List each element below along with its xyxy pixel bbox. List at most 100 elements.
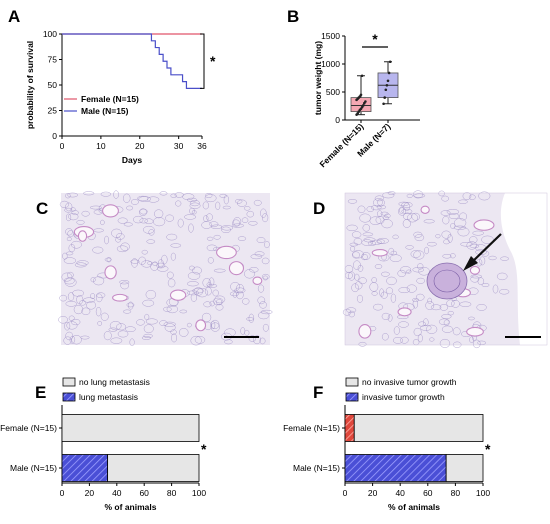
tissue-texture [415,293,425,301]
tissue-texture [95,306,102,317]
tissue-texture [208,277,215,287]
legend-label: Female (N=15) [81,94,139,104]
tissue-texture [164,323,176,332]
arrow-shaft [469,233,502,265]
tissue-texture [459,301,472,307]
tissue-texture [67,230,74,238]
micrograph-d [342,190,548,349]
bar-segment [61,414,200,442]
tissue-texture [191,210,197,215]
tissue-texture [81,210,90,217]
tissue-texture [166,271,174,279]
tissue-texture [398,321,409,328]
tissue-texture [442,253,452,259]
panel-label-a: A [8,7,20,26]
y-tick-label: 1000 [321,59,340,69]
tissue-texture [117,330,129,338]
y-axis-title: tumor weight (mg) [313,41,323,115]
tissue-texture [66,236,72,242]
tissue-texture [145,318,158,325]
x-tick-label: 40 [112,488,122,498]
tissue-texture [142,225,155,234]
tissue-texture [232,292,238,298]
legend-label: lung metastasis [79,392,138,402]
tissue-texture [210,321,216,330]
tissue-texture [202,278,212,288]
tissue-texture [377,198,383,206]
tissue-texture [481,283,490,288]
tissue-texture [397,207,407,216]
tissue-texture [348,271,356,281]
tissue-texture [353,260,361,270]
tissue-texture [261,273,270,280]
tissue-texture [64,207,73,213]
tissue-texture [257,284,265,293]
tissue-texture [358,341,367,347]
tissue-texture [386,276,397,286]
tissue-texture [79,300,87,306]
data-point [382,102,385,106]
tissue-texture [406,284,417,293]
vessel [420,205,430,214]
tissue-texture [90,277,96,283]
x-axis-title: % of animals [388,502,440,512]
x-tick-label: 20 [368,488,378,498]
tissue-texture [193,287,204,296]
tissue-texture [468,194,476,201]
tissue-texture [492,284,499,294]
data-point [386,79,390,83]
tissue-texture [109,321,122,331]
tissue-texture [380,211,389,216]
tissue-texture [462,192,472,200]
vessel [469,265,481,275]
tissue-texture [382,215,389,220]
x-tick-label: 20 [85,488,95,498]
tissue-texture [133,215,144,224]
tissue-texture [165,214,174,222]
significance-bracket [200,33,205,89]
tissue-texture [224,339,233,345]
tissue-texture [412,299,419,309]
tissue-texture [178,328,189,337]
y-tick-label: 500 [326,87,340,97]
tissue-texture [67,192,78,198]
vessel [466,326,484,337]
tissue-texture [477,277,485,286]
tissue-texture [402,219,411,228]
tissue-texture [423,318,429,327]
tissue-texture [346,224,358,232]
tissue-texture [202,201,209,210]
tissue-texture [438,190,445,197]
legend-swatch [345,377,359,387]
bar-segment [107,454,200,482]
vessel [195,319,207,332]
tissue-texture [412,190,424,199]
tissue-texture [413,327,422,337]
tissue-texture [380,291,388,299]
tissue-texture [207,257,214,264]
tissue-texture [452,327,461,336]
vessel [112,293,128,302]
tissue-texture [167,278,176,288]
tissue-texture [123,309,132,314]
tissue-texture [430,304,442,311]
tissue-texture [441,314,452,319]
tissue-texture [166,233,178,241]
tissue-texture [139,208,147,217]
tissue-texture [65,202,73,212]
tissue-texture [230,281,240,292]
panel-label-e: E [35,383,46,402]
tissue-texture [369,282,379,292]
tissue-texture [342,308,352,316]
bar-segment [61,454,109,482]
vessel [169,289,187,301]
tissue-texture [406,269,412,274]
tissue-texture [420,324,432,331]
tissue-texture [454,218,467,228]
tissue-texture [412,297,419,302]
x-tick-label: 36 [197,141,207,151]
tissue-texture [256,237,266,244]
tissue-texture [446,208,460,215]
tissue-texture [157,265,169,272]
